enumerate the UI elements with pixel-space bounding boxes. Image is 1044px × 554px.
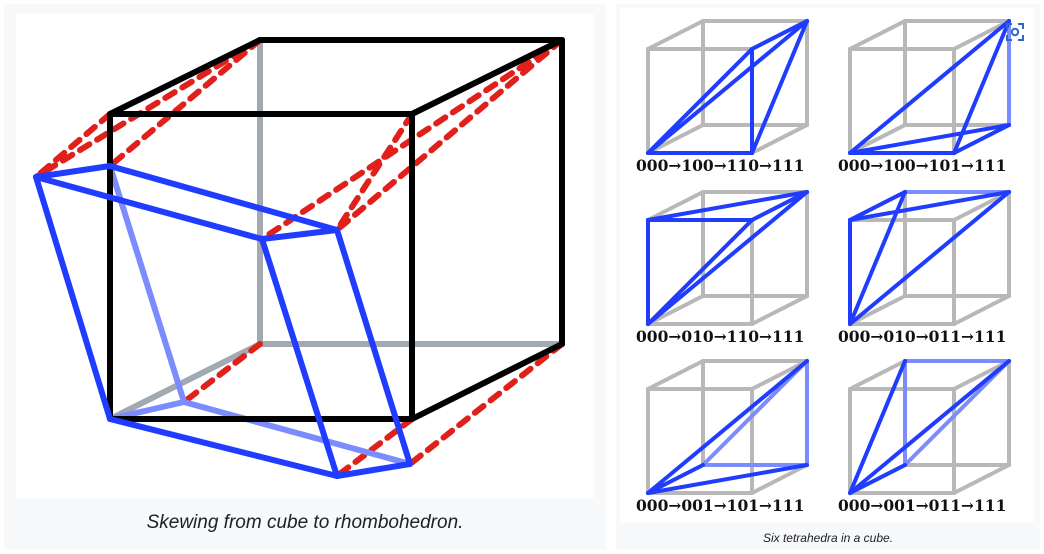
tetrahedra-grid: 000→100→110→111 000→100→101→111 000→010→11… [636, 19, 1011, 515]
tetrahedron-tile: 000→100→101→111 [838, 19, 1011, 175]
cube-edge [750, 123, 809, 155]
tetrahedron-edge [646, 19, 809, 155]
tetrahedron-edge [750, 19, 809, 51]
tetrahedra-caption: Six tetrahedra in a cube. [762, 531, 894, 545]
skew-diagram-panel [16, 14, 594, 498]
tetrahedra-figure: 000→100→110→111 000→100→101→111 000→010→11… [616, 4, 1040, 550]
cube-edge [750, 463, 809, 495]
tetrahedron-tile: 000→010→011→111 [838, 190, 1011, 346]
tetrahedron-tile: 000→001→011→111 [838, 359, 1011, 515]
cube-edge [952, 190, 1011, 222]
tetrahedron-edge [848, 123, 1011, 155]
tetrahedron-tile: 000→001→101→111 [636, 359, 809, 515]
cube-edge [952, 19, 1011, 51]
tetrahedron-tile: 000→010→110→111 [636, 190, 809, 346]
tetrahedron-label: 000→010→011→111 [838, 327, 1006, 346]
tetrahedron-edge [646, 47, 754, 155]
skew-figure: Skewing from cube to rhombohedron. [4, 4, 606, 550]
tetrahedron-edge [646, 463, 809, 495]
tetrahedron-label: 000→001→101→111 [636, 496, 804, 515]
cube-edge [848, 294, 907, 326]
tetrahedron-label: 000→100→101→111 [838, 156, 1006, 175]
tetrahedra-panel: 000→100→110→111 000→100→101→111 000→010→11… [620, 8, 1034, 522]
tetrahedron-edge [848, 359, 1011, 495]
cube-edge [750, 294, 809, 326]
cube-edge [646, 190, 705, 222]
cube-edge [646, 19, 705, 51]
tetrahedron-edge [646, 359, 809, 495]
tetrahedron-edge [952, 19, 1011, 155]
tetrahedron-edge [848, 190, 907, 222]
cube-edges [107, 37, 565, 422]
cube-edge [848, 359, 907, 391]
tetrahedron-edge [750, 19, 809, 155]
cube-edge [848, 123, 907, 155]
skew-caption: Skewing from cube to rhombohedron. [146, 512, 464, 533]
cube-edge [952, 359, 1011, 391]
tetrahedron-hidden-edge [701, 359, 809, 467]
tetrahedron-hidden-edge [903, 359, 1011, 467]
tetrahedron-edge [646, 218, 754, 326]
tetrahedron-tile: 000→100→110→111 [636, 19, 809, 175]
tetrahedron-edge [848, 190, 1011, 222]
rhombohedron-edges [33, 163, 413, 479]
tetrahedron-label: 000→010→110→111 [636, 327, 804, 346]
tetrahedron-edge [646, 190, 809, 222]
tetrahedron-edge [848, 19, 1011, 155]
tetrahedron-label: 000→100→110→111 [636, 156, 804, 175]
tetrahedron-edge [848, 190, 1011, 326]
skew-diagram [33, 37, 565, 479]
tetrahedron-edge [848, 359, 907, 495]
cube-edge [646, 294, 705, 326]
cube-edge [952, 463, 1011, 495]
skew-guide-lines [33, 37, 565, 479]
cube-edge [848, 19, 907, 51]
tetrahedron-edge [952, 123, 1011, 155]
cube-edge [646, 123, 705, 155]
cube-edge [952, 294, 1011, 326]
cube-edge [646, 359, 705, 391]
tetrahedron-edge [848, 190, 907, 326]
tetrahedron-edge [750, 190, 809, 222]
cube-edge [750, 359, 809, 391]
expand-icon[interactable] [1005, 22, 1025, 42]
tetrahedron-edge [646, 463, 705, 495]
tetrahedron-edge [646, 190, 809, 326]
tetrahedron-label: 000→001→011→111 [838, 496, 1006, 515]
tetrahedron-edge [848, 463, 907, 495]
